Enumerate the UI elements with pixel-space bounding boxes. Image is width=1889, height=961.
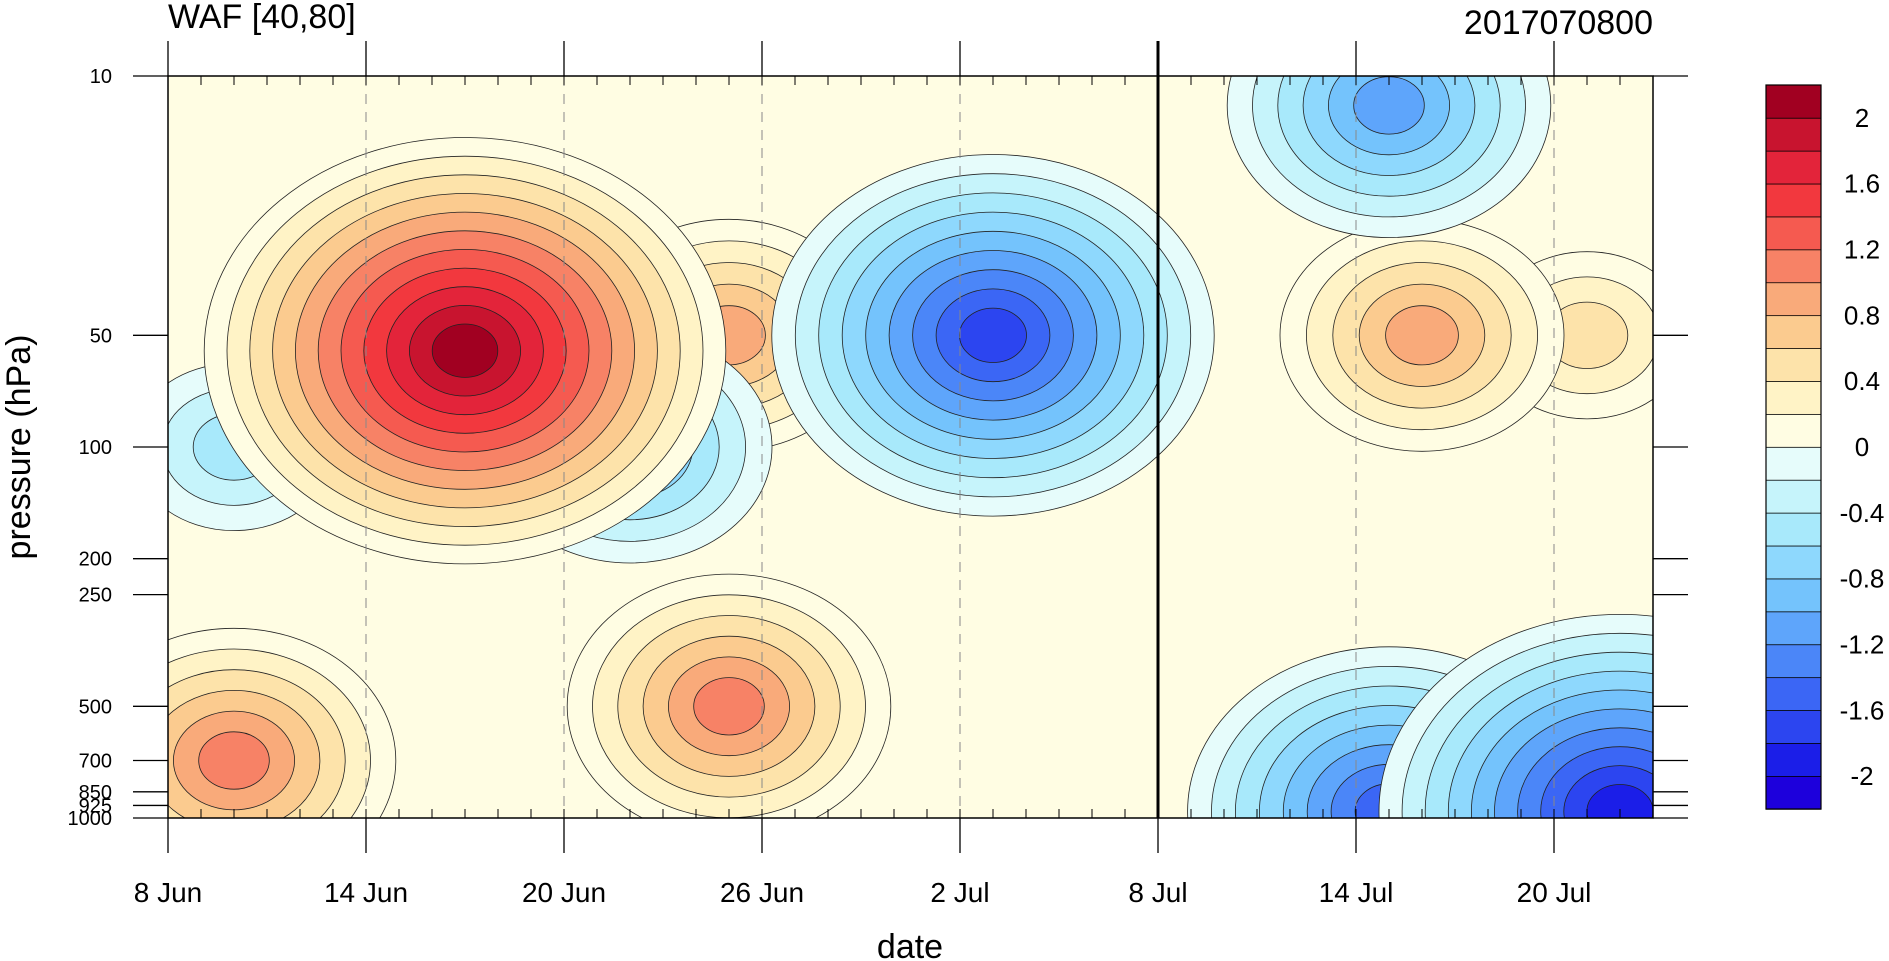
chart-title-right: 2017070800	[1464, 4, 1653, 42]
x-tick-label: 20 Jun	[522, 877, 606, 908]
colorbar-label: 2	[1855, 103, 1869, 133]
y-tick-label: 700	[79, 751, 112, 773]
contour-feature-5	[566, 573, 892, 818]
y-tick-label: 10	[90, 66, 112, 88]
colorbar-frame	[1765, 84, 1822, 810]
colorbar-label: -1.2	[1840, 630, 1885, 660]
x-tick-label: 26 Jun	[720, 877, 804, 908]
x-tick-label: 20 Jul	[1517, 877, 1592, 908]
colorbar-swatch	[1765, 249, 1822, 284]
colorbar-label: 0.8	[1844, 300, 1880, 330]
colorbar-swatch	[1765, 644, 1822, 679]
colorbar-swatch	[1765, 709, 1822, 744]
colorbar-label: -0.8	[1840, 564, 1885, 594]
colorbar-label: -1.6	[1840, 695, 1885, 725]
contour-band	[693, 677, 765, 736]
y-tick-label: 925	[79, 795, 112, 817]
x-tick-label: 14 Jun	[324, 877, 408, 908]
contour-field	[168, 76, 1653, 818]
y-tick-label: 200	[79, 549, 112, 571]
colorbar-label: -2	[1850, 761, 1873, 791]
colorbar-swatch	[1765, 775, 1822, 810]
contour-feature-4	[1279, 218, 1565, 452]
colorbar-swatch	[1765, 578, 1822, 613]
x-tick-label: 14 Jul	[1319, 877, 1394, 908]
colorbar-swatch	[1765, 742, 1822, 777]
colorbar-label: 1.2	[1844, 235, 1880, 265]
contour-band	[198, 731, 270, 790]
contour-feature-11	[203, 137, 727, 565]
y-axis-label: pressure (hPa)	[0, 335, 38, 560]
x-axis: 8 Jun 14 Jun 20 Jun 26 Jun 2 Jul 8 Jul 14 Jul 2…	[134, 41, 1654, 908]
contour-feature-6	[168, 627, 397, 818]
colorbar-swatch	[1765, 413, 1822, 448]
contour-band	[959, 307, 1027, 363]
y-tick-label: 500	[79, 696, 112, 718]
contour-feature-10	[1378, 614, 1653, 818]
colorbar-swatch	[1765, 314, 1822, 349]
colorbar-swatch	[1765, 676, 1822, 711]
chart-title-left: WAF [40,80]	[168, 0, 356, 36]
y-tick-label: 1000	[68, 808, 113, 830]
colorbar-swatch	[1765, 512, 1822, 547]
colorbar-swatch	[1765, 117, 1822, 152]
colorbar-swatch	[1765, 282, 1822, 317]
x-tick-label: 2 Jul	[930, 877, 989, 908]
colorbar-swatch	[1765, 216, 1822, 251]
colorbar-label: 1.6	[1844, 169, 1880, 199]
y-tick-label: 50	[90, 325, 112, 347]
colorbar-label: -0.4	[1840, 498, 1885, 528]
y-tick-label: 100	[79, 437, 112, 459]
colorbar: -2 -1.6 -1.2 -0.8 -0.4 0 0.4 0.8 1.2 1.6 2	[1765, 84, 1885, 810]
x-axis-label: date	[877, 928, 943, 961]
colorbar-swatch	[1765, 84, 1822, 119]
colorbar-label: 0	[1855, 432, 1869, 462]
colorbar-swatch	[1765, 150, 1822, 185]
x-tick-label: 8 Jul	[1128, 877, 1187, 908]
x-tick-label: 8 Jun	[134, 877, 203, 908]
colorbar-swatch	[1765, 446, 1822, 481]
y-tick-label: 250	[79, 585, 112, 607]
contour-feature-9	[771, 154, 1215, 517]
contour-band	[1353, 76, 1425, 135]
contour-band	[1385, 305, 1459, 366]
colorbar-swatch	[1765, 380, 1822, 415]
colorbar-label: 0.4	[1844, 366, 1880, 396]
contour-feature-7	[1226, 76, 1552, 238]
colorbar-swatch	[1765, 545, 1822, 580]
colorbar-swatch	[1765, 611, 1822, 646]
contour-band	[431, 323, 499, 378]
colorbar-swatch	[1765, 479, 1822, 514]
y-tick-label: 850	[79, 782, 112, 804]
colorbar-swatch	[1765, 347, 1822, 382]
colorbar-swatch	[1765, 183, 1822, 218]
